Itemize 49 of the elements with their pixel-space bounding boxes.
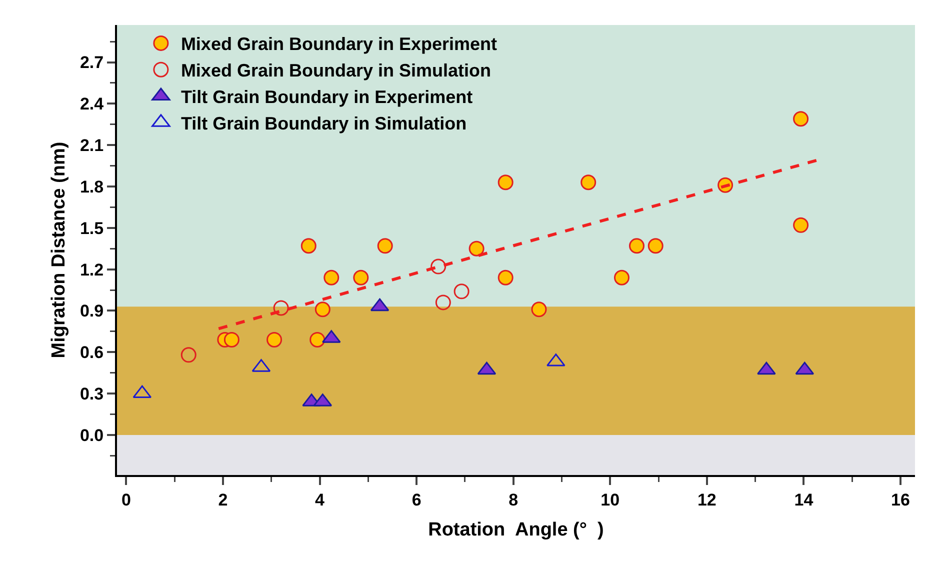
point bbox=[628, 238, 644, 254]
x-tick-label: 6 bbox=[412, 490, 422, 510]
x-tick-label: 10 bbox=[600, 490, 620, 510]
point bbox=[580, 174, 596, 190]
point bbox=[793, 217, 809, 233]
point bbox=[614, 270, 630, 286]
x-tick-label: 8 bbox=[508, 490, 518, 510]
x-tick-label: 0 bbox=[121, 490, 131, 510]
point bbox=[273, 300, 289, 316]
y-tick-label: 0.3 bbox=[80, 384, 104, 404]
x-tick-label: 14 bbox=[794, 490, 814, 510]
point bbox=[468, 240, 484, 256]
x-tick-label: 2 bbox=[218, 490, 228, 510]
point bbox=[266, 332, 282, 348]
point bbox=[353, 270, 369, 286]
x-tick-label: 16 bbox=[891, 490, 910, 510]
legend-label: Tilt Grain Boundary in Simulation bbox=[180, 113, 467, 134]
legend-label: Mixed Grain Boundary in Simulation bbox=[180, 60, 491, 81]
x-axis-title: Rotation Angle (° ) bbox=[428, 520, 604, 541]
point bbox=[793, 111, 809, 127]
point bbox=[324, 270, 340, 286]
point bbox=[498, 270, 514, 286]
x-tick-label: 4 bbox=[315, 490, 326, 510]
point bbox=[757, 362, 776, 375]
x-tick-label: 12 bbox=[697, 490, 716, 510]
point bbox=[498, 174, 514, 190]
point bbox=[314, 302, 330, 318]
y-tick-label: 2.7 bbox=[80, 53, 104, 72]
legend-label: Tilt Grain Boundary in Experiment bbox=[180, 87, 473, 108]
point bbox=[648, 238, 664, 254]
y-tick-label: 0.6 bbox=[80, 343, 104, 362]
y-tick-label: 0.9 bbox=[80, 302, 104, 321]
y-tick-label: 1.8 bbox=[80, 177, 104, 196]
y-tick-label: 2.4 bbox=[80, 94, 104, 114]
point bbox=[430, 258, 446, 274]
y-tick-label: 1.2 bbox=[80, 260, 104, 280]
point bbox=[310, 332, 326, 348]
point bbox=[435, 294, 451, 310]
point bbox=[224, 332, 240, 348]
y-tick-label: 1.5 bbox=[80, 218, 104, 238]
point bbox=[180, 347, 196, 363]
y-axis-title: Migration Distance (nm) bbox=[48, 142, 70, 358]
point bbox=[531, 302, 547, 318]
point bbox=[300, 238, 316, 254]
point bbox=[377, 238, 393, 254]
y-tick-label: 2.1 bbox=[80, 136, 104, 156]
point bbox=[454, 284, 470, 300]
legend-label: Mixed Grain Boundary in Experiment bbox=[180, 34, 498, 54]
y-tick-label: 0.0 bbox=[80, 426, 104, 445]
